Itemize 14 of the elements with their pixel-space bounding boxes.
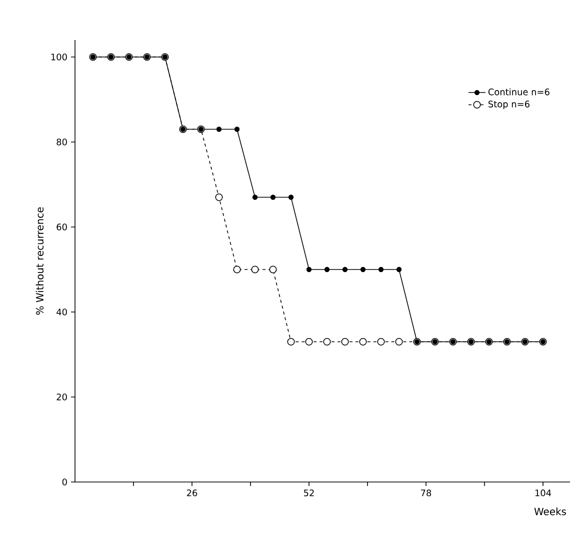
x-tick-label: 104: [535, 490, 552, 496]
x-tick-label: 52: [304, 490, 314, 496]
y-tick-label: 60: [56, 224, 67, 230]
legend-label: Stop n=6: [488, 100, 530, 110]
x-tick-label: 26: [186, 490, 198, 496]
y-tick-label: 100: [51, 54, 67, 60]
y-tick-label: 80: [56, 138, 67, 146]
x-axis-title: Weeks: [534, 508, 566, 516]
x-tick-label: 78: [421, 490, 432, 496]
legend-label: Continue n=6: [488, 88, 550, 96]
y-axis-title: % Without recurrence: [36, 207, 44, 315]
y-tick-label: 0: [62, 478, 67, 486]
y-tick-label: 40: [56, 308, 67, 316]
y-tick-label: 20: [56, 394, 67, 400]
